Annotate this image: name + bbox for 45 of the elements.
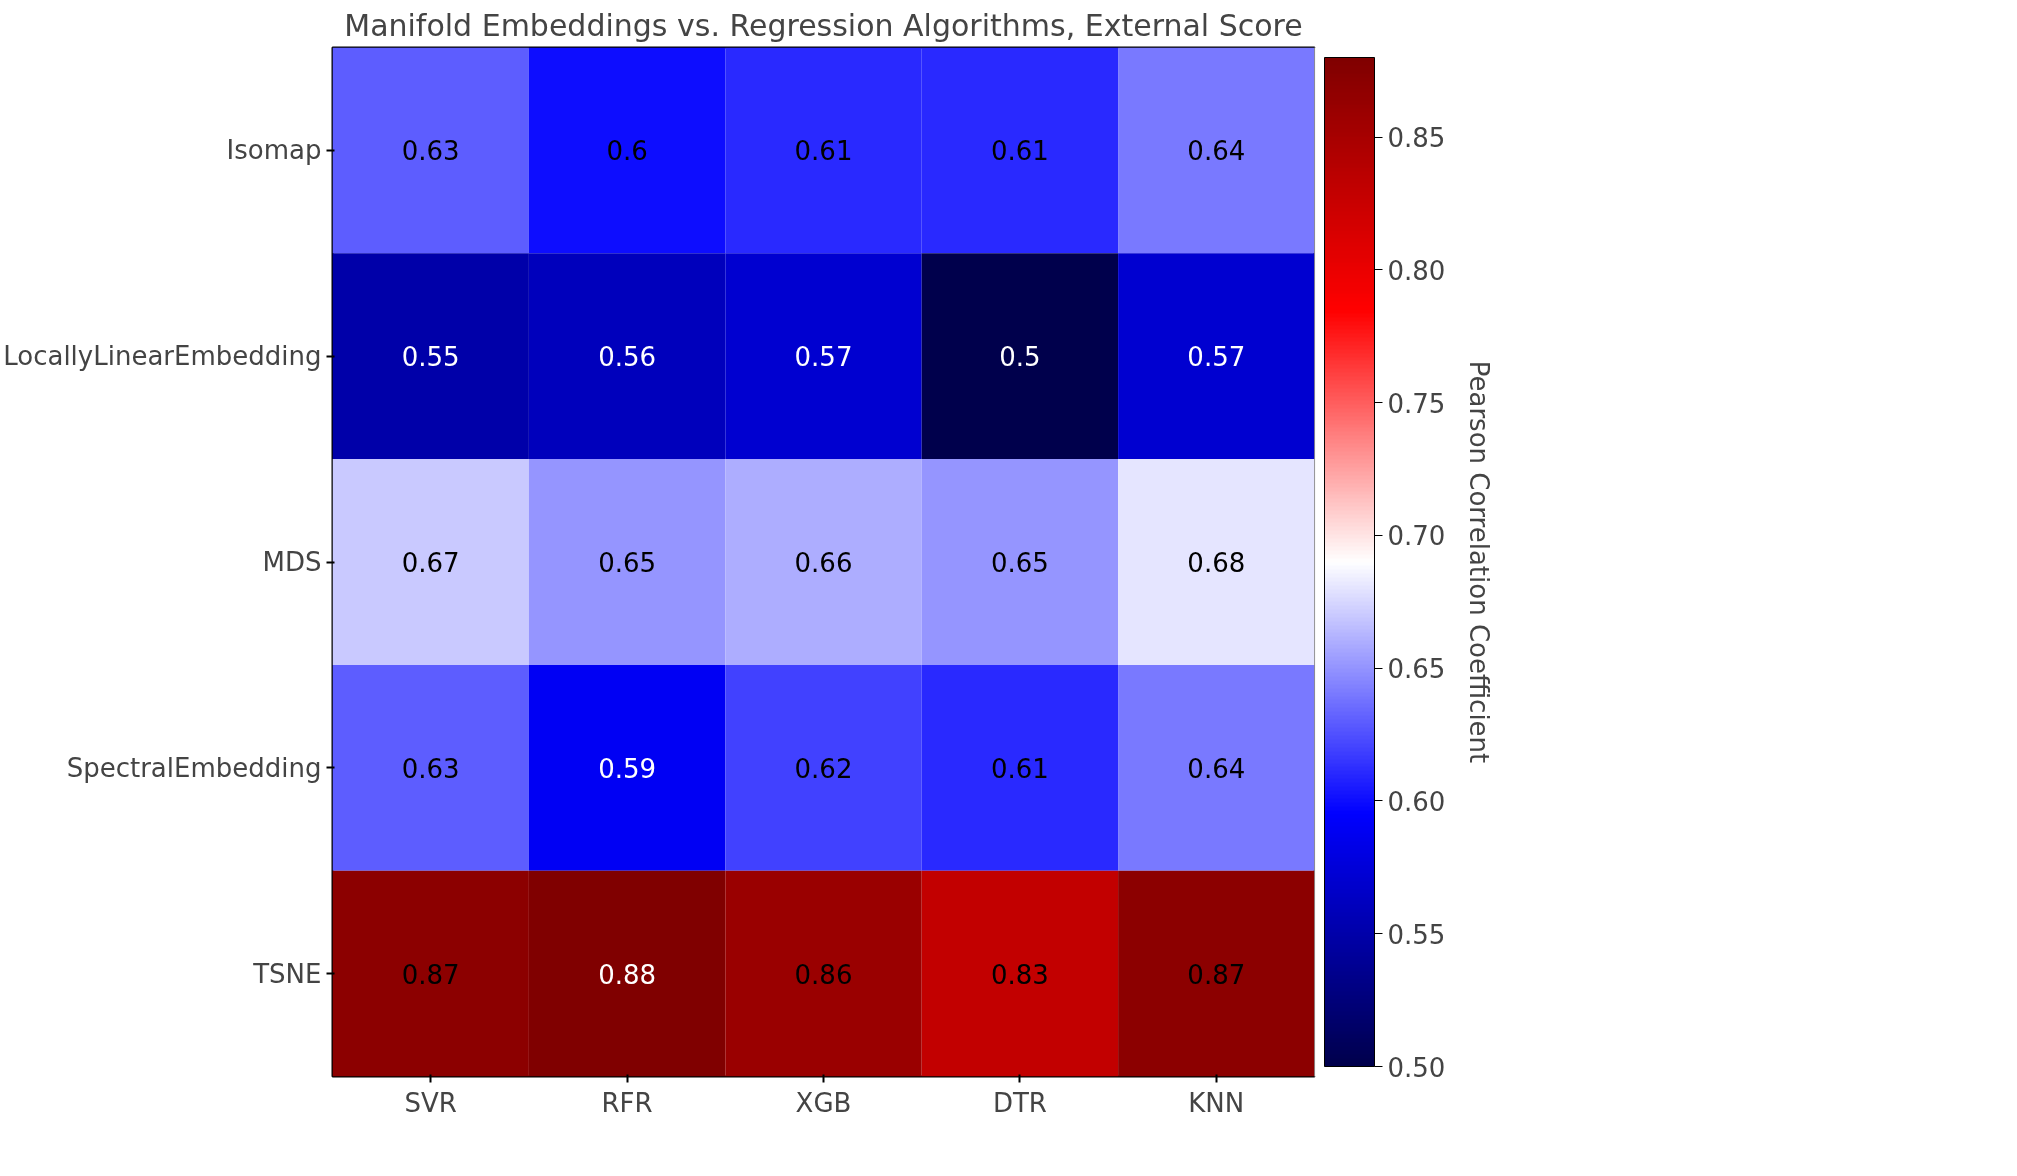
data-label: 0.66 bbox=[794, 548, 853, 578]
y-tick-label: LocallyLinearEmbedding bbox=[3, 341, 322, 372]
data-label: 0.59 bbox=[598, 753, 657, 784]
y-tick-label: Isomap bbox=[226, 135, 322, 166]
data-label: 0.65 bbox=[990, 548, 1049, 578]
color-bar-label: 0.70 bbox=[1387, 521, 1446, 552]
data-label: 0.64 bbox=[1187, 136, 1246, 167]
data-label: 0.57 bbox=[794, 342, 853, 373]
data-label: 0.61 bbox=[990, 753, 1049, 784]
y-tick-label: SpectralEmbedding bbox=[66, 752, 322, 783]
data-label: 0.65 bbox=[598, 548, 657, 578]
data-label: 0.87 bbox=[1187, 959, 1246, 990]
x-tick-label: KNN bbox=[1188, 1087, 1245, 1118]
data-label: 0.83 bbox=[990, 959, 1049, 990]
color-bar-label: 0.65 bbox=[1387, 654, 1446, 685]
color-bar-title: Pearson Correlation Coefficient bbox=[1463, 360, 1494, 764]
data-label: 0.86 bbox=[794, 959, 853, 990]
x-tick-label: SVR bbox=[404, 1087, 457, 1118]
data-label: 0.61 bbox=[794, 136, 853, 167]
chart-title: Manifold Embeddings vs. Regression Algorithms, External Score bbox=[344, 7, 1303, 43]
y-tick-label: MDS bbox=[262, 547, 322, 577]
data-label: 0.63 bbox=[401, 136, 460, 167]
x-tick-label: XGB bbox=[795, 1087, 852, 1118]
color-bar-label: 0.80 bbox=[1387, 255, 1446, 286]
data-label: 0.67 bbox=[401, 548, 460, 578]
data-label: 0.5 bbox=[999, 342, 1041, 373]
data-label: 0.68 bbox=[1187, 548, 1246, 578]
data-label: 0.56 bbox=[598, 342, 657, 373]
y-tick-label: TSNE bbox=[252, 958, 322, 989]
data-label: 0.55 bbox=[401, 342, 460, 373]
data-label: 0.61 bbox=[990, 136, 1049, 167]
data-label: 0.63 bbox=[401, 753, 460, 784]
color-bar-label: 0.60 bbox=[1387, 786, 1446, 817]
data-label: 0.57 bbox=[1187, 342, 1246, 373]
data-label: 0.64 bbox=[1187, 753, 1246, 784]
data-label: 0.62 bbox=[794, 753, 853, 784]
color-bar-label: 0.75 bbox=[1387, 388, 1446, 419]
data-label: 0.87 bbox=[401, 959, 460, 990]
x-tick-label: DTR bbox=[992, 1087, 1047, 1118]
color-bar-label: 0.55 bbox=[1387, 919, 1446, 950]
color-bar-label: 0.50 bbox=[1387, 1052, 1446, 1083]
color-bar-label: 0.85 bbox=[1387, 123, 1446, 154]
data-label: 0.88 bbox=[598, 959, 657, 990]
x-tick-label: RFR bbox=[601, 1087, 653, 1118]
data-label: 0.6 bbox=[606, 136, 648, 167]
